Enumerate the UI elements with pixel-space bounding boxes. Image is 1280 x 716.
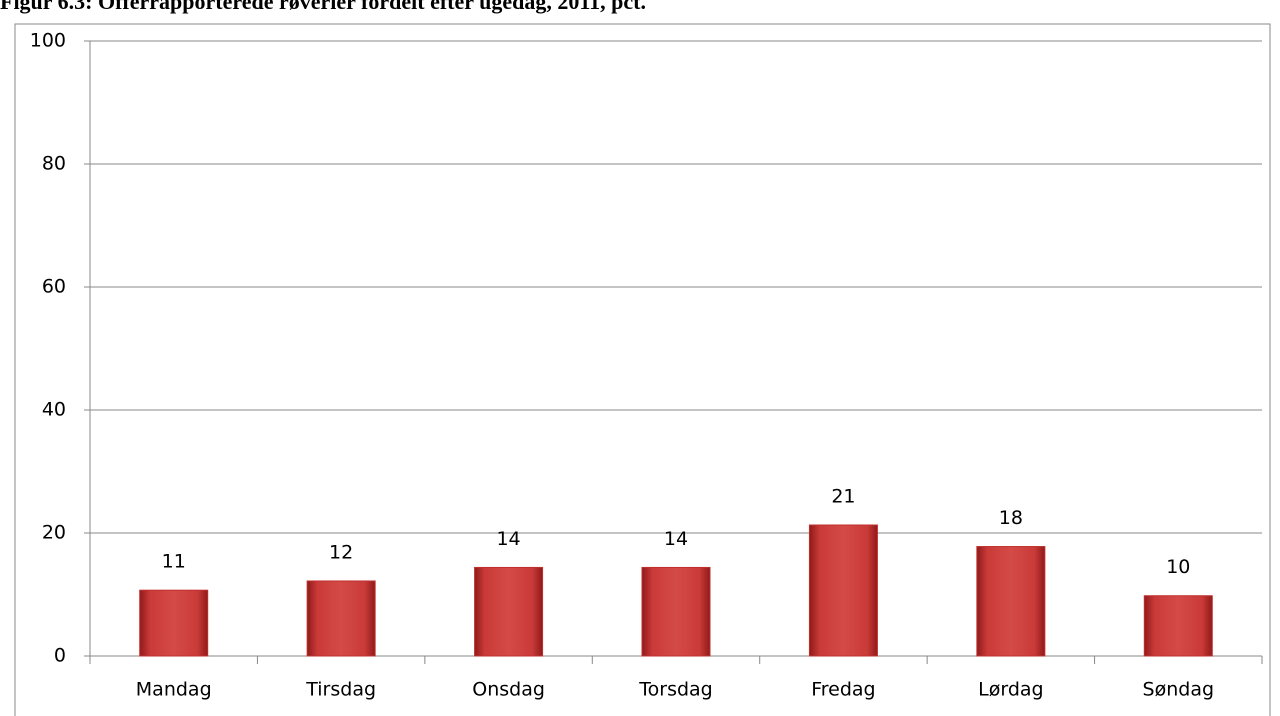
- bar: [306, 580, 376, 657]
- x-tick-label: Torsdag: [638, 679, 712, 701]
- bar: [1143, 595, 1213, 657]
- bar: [641, 566, 711, 657]
- data-label: 14: [496, 528, 520, 550]
- x-tick-label: Tirsdag: [305, 679, 376, 701]
- data-label: 18: [999, 507, 1023, 529]
- data-label: 14: [664, 528, 688, 550]
- y-tick-label: 80: [42, 153, 66, 175]
- data-label: 11: [162, 551, 186, 573]
- x-tick-label: Lørdag: [978, 679, 1043, 701]
- y-tick-label: 60: [42, 276, 66, 298]
- x-tick-label: Søndag: [1143, 679, 1215, 701]
- bar: [976, 546, 1046, 657]
- y-tick-label: 20: [42, 522, 66, 544]
- y-tick-label: 100: [30, 30, 66, 52]
- x-tick-label: Onsdag: [472, 679, 545, 701]
- chart-frame: [14, 23, 1271, 716]
- x-tick-label: Mandag: [136, 679, 212, 701]
- y-tick-label: 40: [42, 399, 66, 421]
- bar: [474, 566, 544, 657]
- x-tick-label: Fredag: [811, 679, 875, 701]
- chart-title: Figur 6.3: Offerrapporterede røverier fo…: [0, 0, 646, 14]
- data-label: 12: [329, 541, 353, 563]
- bar: [139, 589, 209, 657]
- data-label: 10: [1166, 556, 1190, 578]
- data-label: 21: [831, 486, 855, 508]
- bar: [808, 524, 878, 657]
- y-tick-label: 0: [54, 645, 66, 667]
